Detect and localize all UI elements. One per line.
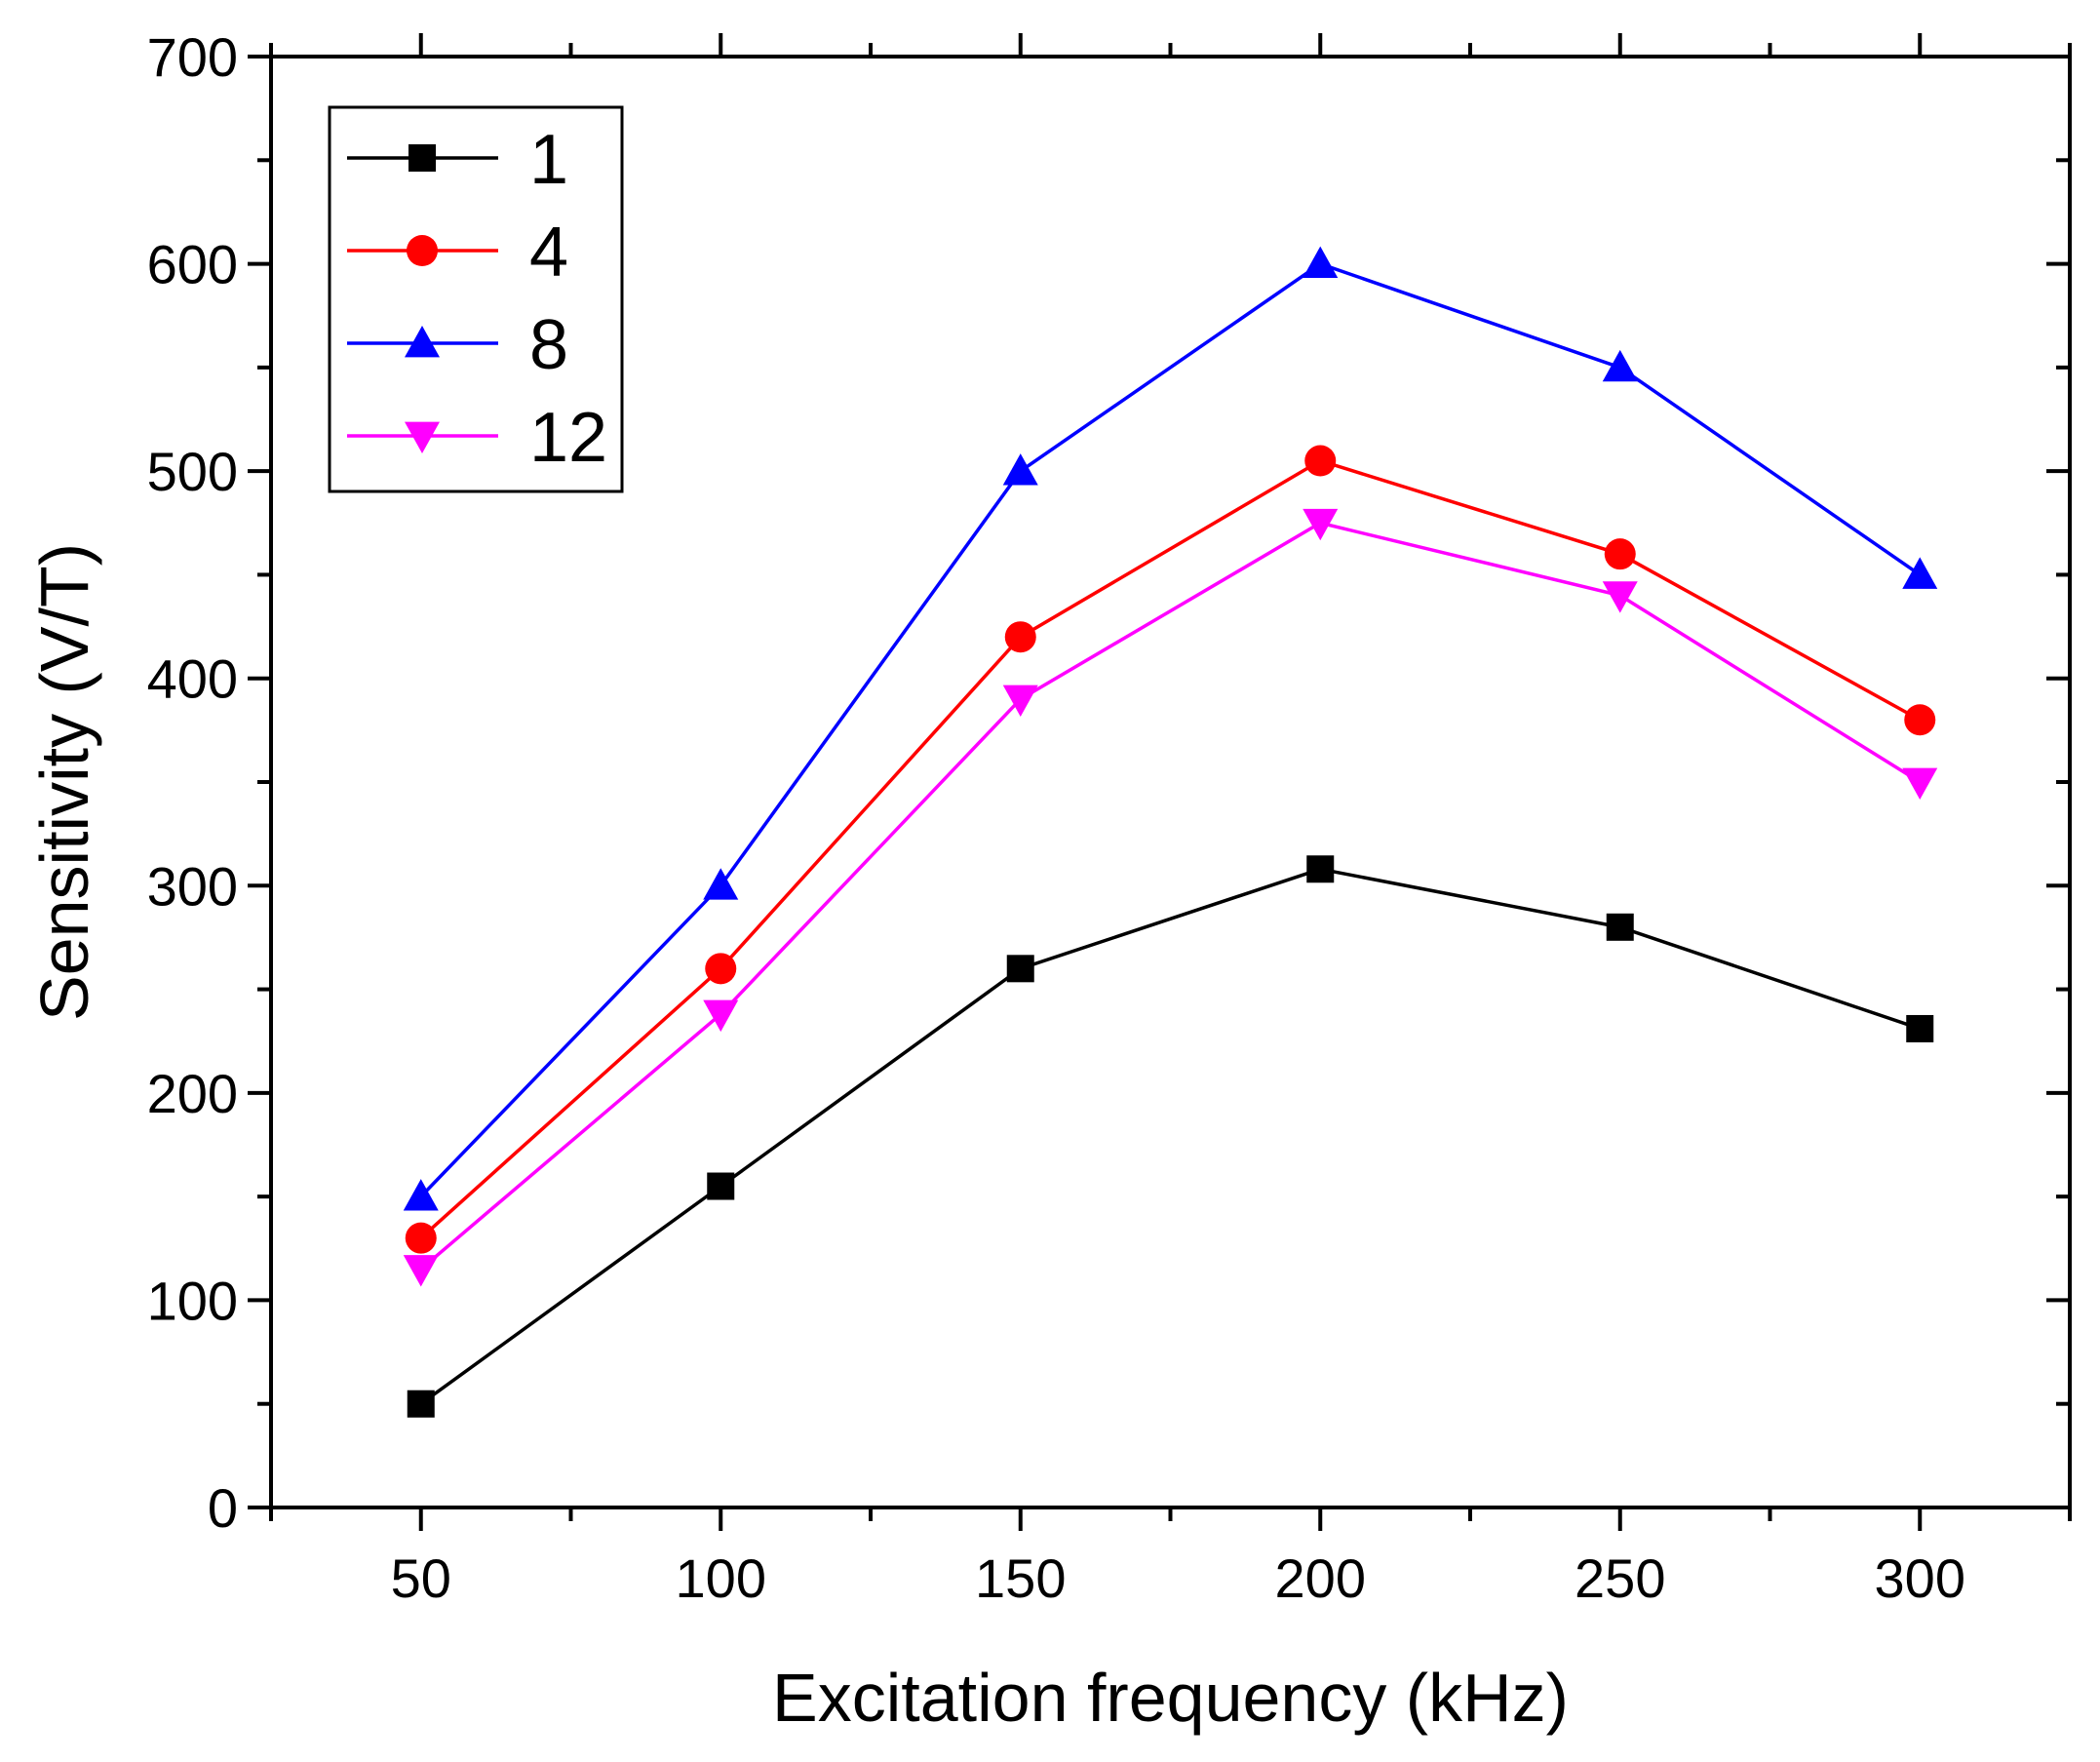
data-point [705, 953, 737, 985]
data-point [1004, 621, 1036, 653]
data-point [405, 1222, 437, 1254]
y-tick-label: 200 [147, 1063, 238, 1124]
legend-item: 8 [347, 306, 568, 384]
data-point [1303, 508, 1339, 541]
legend-box [328, 105, 624, 493]
data-point [1606, 913, 1634, 941]
series-8 [403, 246, 1938, 1211]
legend-marker [405, 421, 440, 453]
x-tick-label: 200 [1275, 1547, 1366, 1609]
data-point [1002, 685, 1038, 717]
data-point [403, 1179, 439, 1211]
data-point [707, 1172, 735, 1200]
x-axis-title: Excitation frequency (kHz) [772, 1660, 1569, 1736]
data-point [1902, 557, 1938, 589]
legend-label: 12 [529, 399, 607, 477]
x-tick-label: 150 [975, 1547, 1066, 1609]
series-4 [405, 445, 1936, 1254]
x-tick-label: 100 [676, 1547, 766, 1609]
legend-item: 12 [347, 399, 607, 477]
data-point [1002, 453, 1038, 486]
series-12 [403, 508, 1938, 1287]
legend-marker [408, 144, 436, 172]
data-point [1306, 855, 1335, 883]
legend-item: 4 [347, 214, 568, 292]
data-point [1604, 538, 1636, 570]
data-point [1904, 704, 1936, 736]
legend-marker [407, 235, 438, 266]
legend: 1 4 8 12 [328, 105, 624, 493]
data-point [1602, 349, 1638, 382]
series-line [419, 867, 1921, 1406]
data-point [1304, 445, 1337, 477]
series-1 [407, 855, 1934, 1418]
y-tick-label: 500 [147, 441, 238, 502]
data-point [703, 868, 739, 900]
x-tick-label: 300 [1875, 1547, 1965, 1609]
legend-label: 1 [529, 121, 568, 199]
series-line [419, 458, 1922, 1239]
x-tick-label: 50 [391, 1547, 451, 1609]
x-tick-label: 250 [1575, 1547, 1665, 1609]
y-tick-label: 0 [208, 1477, 238, 1539]
data-point [703, 999, 739, 1033]
series-line [419, 521, 1922, 1271]
legend-label: 4 [529, 214, 568, 292]
data-series [403, 246, 1938, 1418]
data-point [1303, 246, 1339, 278]
y-tick-label: 100 [147, 1270, 238, 1331]
data-point [1006, 955, 1034, 983]
data-point [403, 1255, 439, 1287]
legend-label: 8 [529, 306, 568, 384]
series-line [419, 261, 1922, 1198]
data-point [1906, 1014, 1934, 1042]
plot-frame [269, 55, 2072, 1509]
axis-ticks: 50 100 150 200 250 300 0 100 200 300 400 500 600 700 [147, 26, 2072, 1609]
y-tick-label: 400 [147, 648, 238, 710]
data-point [1602, 581, 1638, 613]
y-tick-label: 700 [147, 26, 238, 88]
y-tick-label: 300 [147, 855, 238, 917]
legend-item: 1 [347, 121, 568, 199]
data-point [407, 1390, 435, 1418]
y-tick-label: 600 [147, 234, 238, 295]
data-point [1902, 767, 1938, 800]
y-axis-title: Sensitivity (V/T) [26, 543, 102, 1021]
legend-marker [405, 326, 440, 358]
